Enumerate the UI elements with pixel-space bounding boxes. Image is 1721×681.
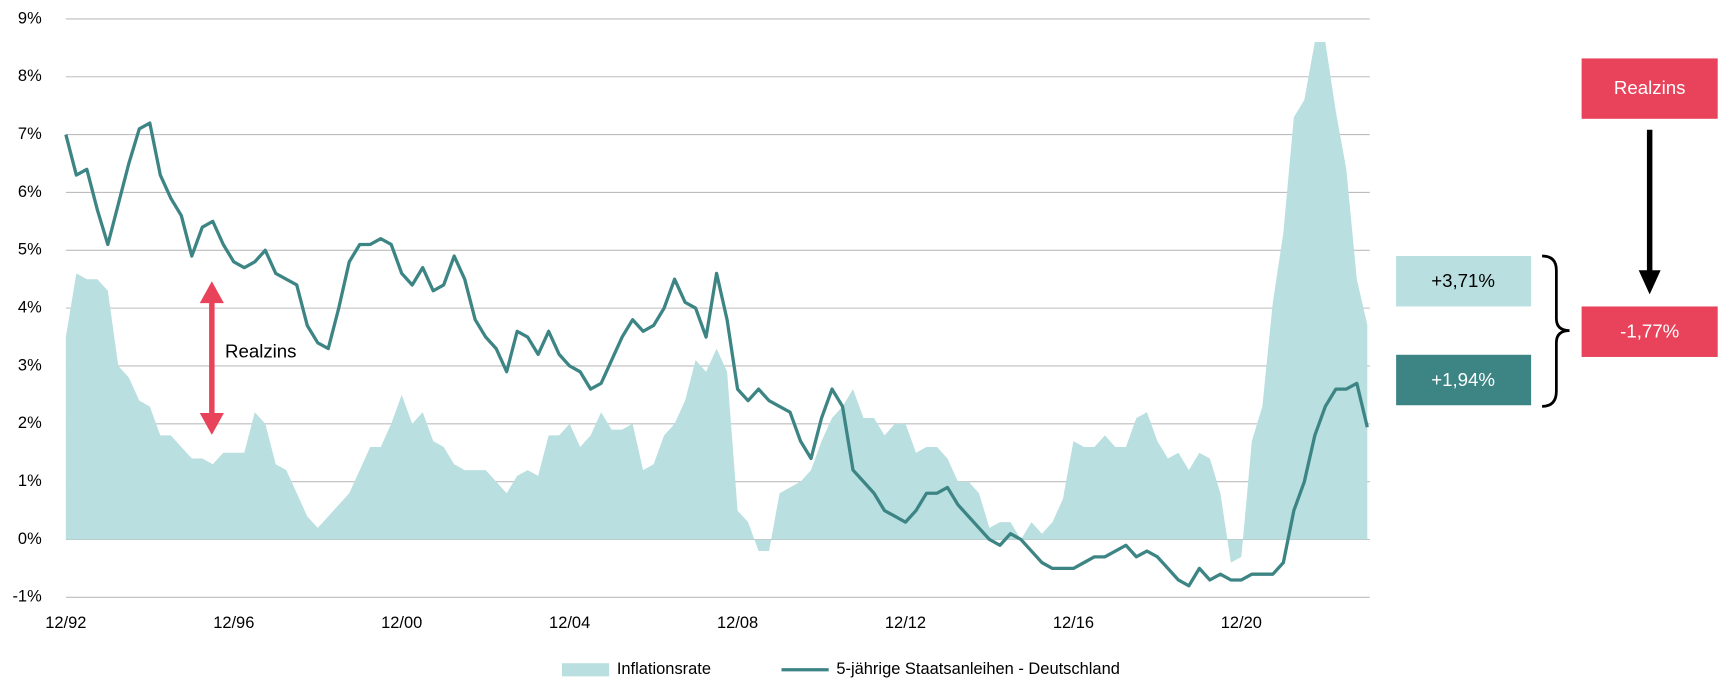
realzins-arrow [199,281,224,435]
plot-area: -1% 0% 1% 2% 3% 4% 5% 6% 7% 8% 9% 12/92 12/96 12/00 12… [12,9,1370,632]
y-tick-label: 2% [18,414,42,432]
y-tick-label: 0% [18,530,42,548]
end-label: +3,71% [1431,270,1495,291]
real-rate-box [1581,306,1718,357]
y-tick-label: 3% [18,356,42,374]
real-rate: -1,77% [1620,321,1679,342]
inflation-area [65,42,1368,563]
legend-label: 5-jährige Staatsanleihen - Deutschland [836,660,1120,678]
y-tick-label: 1% [18,472,42,490]
yield-box [1396,354,1532,406]
annotation: Realzins [225,340,297,361]
x-tick-label: 12/20 [1221,614,1262,632]
x-tick-label: 12/04 [549,614,590,632]
y-tick-label: 4% [18,298,42,316]
yield-line [64,121,1369,588]
x-tick-label: 12/00 [381,614,422,632]
legend-swatch [561,663,610,677]
inflation-box [1396,255,1532,307]
arrow-head [1638,270,1661,295]
y-tick-label: 7% [18,125,42,143]
x-tick-label: 12/12 [885,614,926,632]
brace [1542,254,1570,408]
realzins-box [1581,58,1718,119]
legend-label: Inflationsrate [617,660,711,678]
x-tick-label: 12/92 [45,614,86,632]
x-tick-label: 12/16 [1053,614,1094,632]
end-label: +1,94% [1431,369,1495,390]
y-tick-label: 6% [18,183,42,201]
y-tick-label: 8% [18,67,42,85]
y-tick-label: -1% [12,588,42,606]
x-tick-label: 12/08 [717,614,758,632]
x-tick-label: 12/96 [213,614,254,632]
y-tick-label: 5% [18,241,42,259]
box-title: Realzins [1614,77,1686,98]
y-tick-label: 9% [18,9,42,27]
